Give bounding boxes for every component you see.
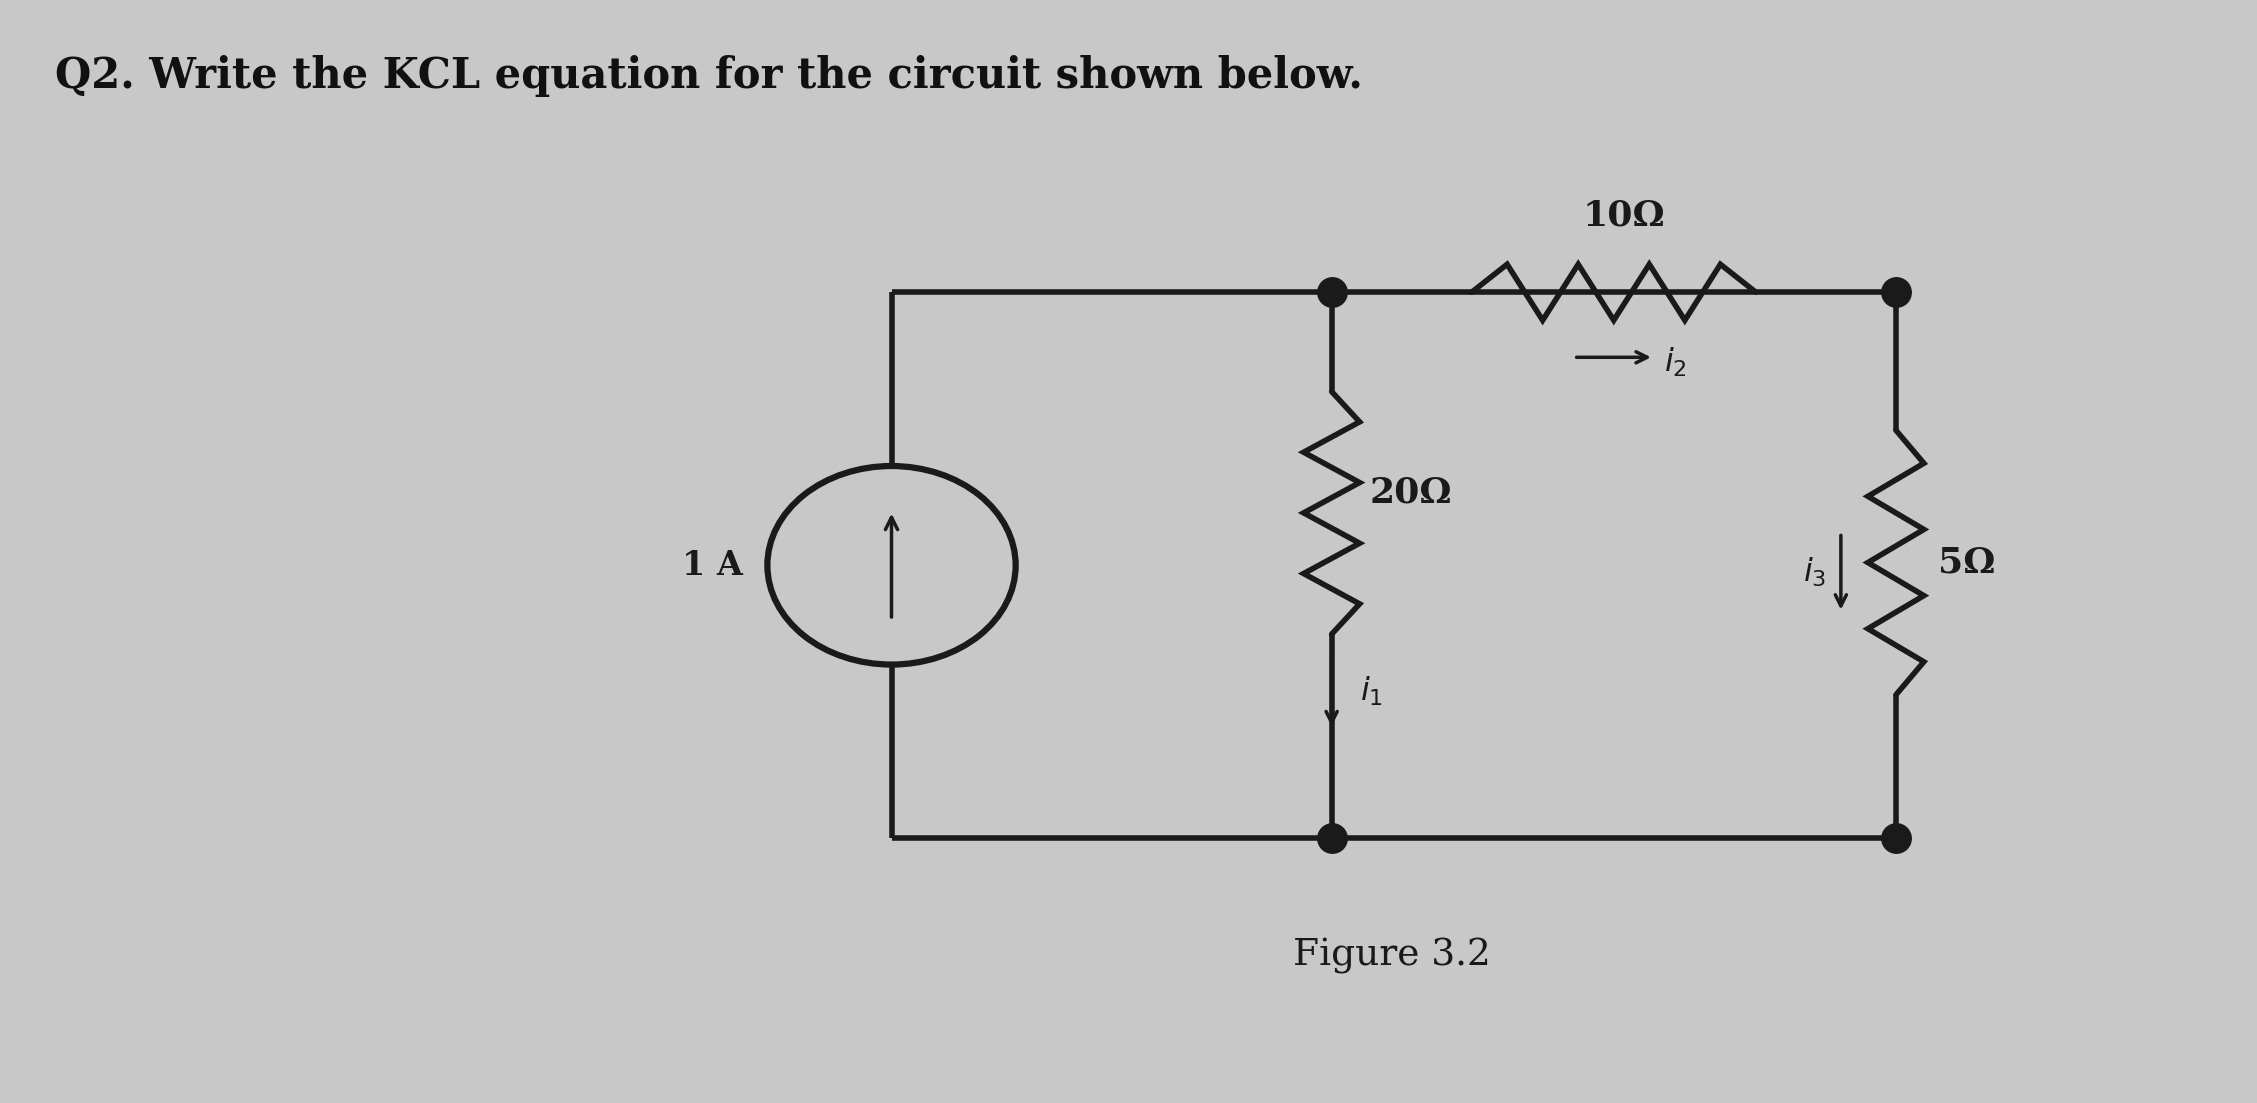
Point: [1878, 829, 1914, 847]
Text: $i_3$: $i_3$: [1803, 556, 1826, 589]
Text: Figure 3.2: Figure 3.2: [1293, 939, 1490, 974]
Text: 20Ω: 20Ω: [1370, 475, 1451, 510]
Text: 5Ω: 5Ω: [1939, 546, 1995, 579]
Text: $i_1$: $i_1$: [1359, 675, 1384, 708]
Text: Q2. Write the KCL equation for the circuit shown below.: Q2. Write the KCL equation for the circu…: [54, 55, 1363, 97]
Text: 1 A: 1 A: [682, 549, 743, 581]
Point: [1878, 283, 1914, 301]
Text: $i_2$: $i_2$: [1663, 345, 1686, 379]
Point: [1314, 283, 1350, 301]
Point: [1314, 829, 1350, 847]
Text: 10Ω: 10Ω: [1582, 199, 1666, 233]
